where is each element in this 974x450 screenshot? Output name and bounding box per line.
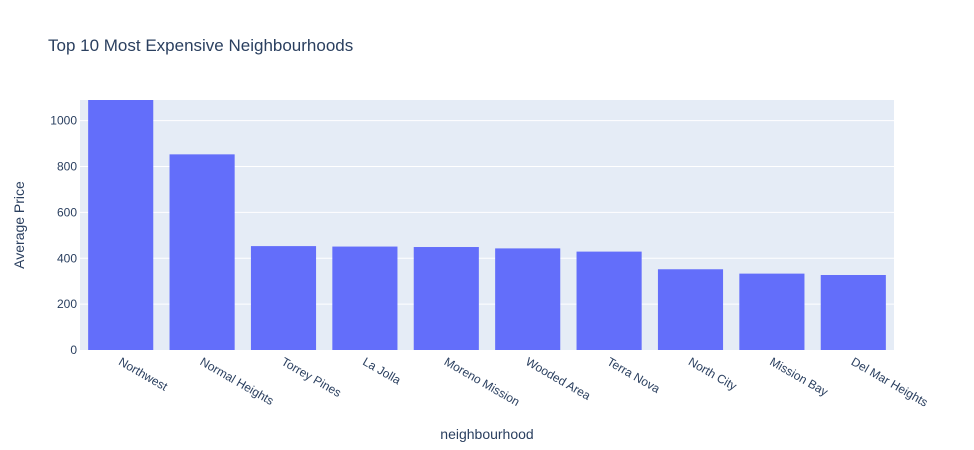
bar-wooded-area[interactable] xyxy=(495,248,561,350)
bar-normal-heights[interactable] xyxy=(169,154,235,350)
bars xyxy=(88,100,886,350)
bar-mission-bay[interactable] xyxy=(739,273,805,350)
y-tick-label: 200 xyxy=(57,297,77,311)
bar-moreno-mission[interactable] xyxy=(413,247,479,350)
bar-la-jolla[interactable] xyxy=(332,246,398,350)
y-tick-label: 0 xyxy=(70,343,77,357)
x-tick-label: Mission Bay xyxy=(767,354,830,398)
x-axis-title: neighbourhood xyxy=(440,426,533,442)
y-axis-ticks: 0 200 400 600 800 1000 xyxy=(50,114,77,357)
y-tick-label: 800 xyxy=(57,160,77,174)
x-tick-label: La Jolla xyxy=(360,354,403,387)
bar-terra-nova[interactable] xyxy=(576,251,642,350)
x-tick-label: North City xyxy=(686,354,739,393)
x-tick-label: Wooded Area xyxy=(523,354,593,403)
bar-torrey-pines[interactable] xyxy=(250,246,317,350)
y-tick-label: 1000 xyxy=(50,114,77,128)
bar-northwest[interactable] xyxy=(88,100,154,350)
chart-title: Top 10 Most Expensive Neighbourhoods xyxy=(48,36,353,55)
x-axis-ticks: Northwest Normal Heights Torrey Pines La Jo… xyxy=(116,354,930,409)
x-tick-label: Northwest xyxy=(116,354,170,393)
x-tick-label: Torrey Pines xyxy=(279,354,344,399)
x-tick-label: Normal Heights xyxy=(198,354,277,407)
y-tick-label: 600 xyxy=(57,205,77,219)
x-tick-label: Terra Nova xyxy=(605,354,663,396)
y-axis-title: Average Price xyxy=(11,181,27,269)
x-tick-label: Del Mar Heights xyxy=(849,354,931,409)
bar-del-mar-heights[interactable] xyxy=(820,275,886,350)
x-tick-label: Moreno Mission xyxy=(442,354,522,408)
y-tick-label: 400 xyxy=(57,251,77,265)
bar-north-city[interactable] xyxy=(657,269,724,350)
